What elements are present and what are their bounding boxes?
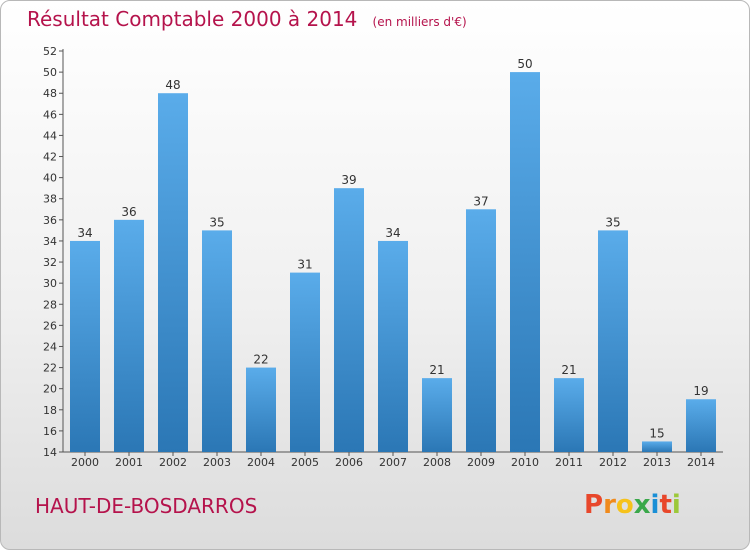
x-tick-label-2007: 2007	[379, 456, 407, 469]
y-tick-label: 14	[43, 446, 57, 459]
y-tick-label: 46	[43, 108, 57, 121]
x-tick-label-2014: 2014	[687, 456, 715, 469]
x-tick-label-2011: 2011	[555, 456, 583, 469]
bar-2007	[378, 240, 408, 452]
chart-title: Résultat Comptable 2000 à 2014 (en milli…	[27, 7, 467, 31]
value-label-2008: 21	[429, 363, 444, 377]
y-tick-label: 26	[43, 319, 57, 332]
value-label-2005: 31	[297, 258, 312, 272]
value-label-2001: 36	[121, 205, 136, 219]
x-tick-label-2008: 2008	[423, 456, 451, 469]
bar-2006	[334, 188, 364, 452]
value-label-2004: 22	[253, 353, 268, 367]
bar-2008	[422, 378, 452, 452]
x-tick-label-2013: 2013	[643, 456, 671, 469]
y-tick-label: 42	[43, 151, 57, 164]
x-tick-label-2010: 2010	[511, 456, 539, 469]
logo-letter: t	[659, 490, 672, 520]
x-tick-label-2003: 2003	[203, 456, 231, 469]
value-label-2000: 34	[77, 226, 92, 240]
bar-2004	[246, 367, 276, 452]
y-tick-label: 22	[43, 362, 57, 375]
logo-letter: o	[615, 490, 634, 520]
value-label-2006: 39	[341, 173, 356, 187]
x-tick-label-2004: 2004	[247, 456, 275, 469]
x-tick-label-2000: 2000	[71, 456, 99, 469]
y-tick-label: 24	[43, 340, 57, 353]
x-tick-label-2009: 2009	[467, 456, 495, 469]
y-tick-label: 38	[43, 193, 57, 206]
logo-letter: x	[633, 490, 651, 520]
bar-2013	[642, 441, 672, 452]
logo-letter: i	[650, 490, 660, 520]
y-tick-label: 44	[43, 129, 57, 142]
y-tick-label: 32	[43, 256, 57, 269]
bar-2010	[510, 72, 540, 453]
logo-letter: i	[671, 490, 681, 520]
logo-letter: P	[584, 490, 604, 520]
bar-2000	[70, 240, 100, 452]
bar-2011	[554, 378, 584, 452]
value-label-2013: 15	[649, 426, 664, 440]
bar-2002	[158, 93, 188, 453]
value-label-2007: 34	[385, 226, 400, 240]
value-label-2010: 50	[517, 57, 532, 71]
value-label-2002: 48	[165, 78, 180, 92]
logo-letter: r	[603, 490, 616, 520]
y-tick-label: 18	[43, 404, 57, 417]
value-label-2009: 37	[473, 194, 488, 208]
value-label-2012: 35	[605, 215, 620, 229]
y-tick-label: 34	[43, 235, 57, 248]
y-tick-label: 28	[43, 298, 57, 311]
bar-2001	[114, 219, 144, 452]
y-tick-label: 30	[43, 277, 57, 290]
commune-name: HAUT-DE-BOSDARROS	[35, 494, 258, 518]
bar-2005	[290, 272, 320, 452]
x-tick-label-2012: 2012	[599, 456, 627, 469]
value-label-2003: 35	[209, 215, 224, 229]
bar-2014	[686, 399, 716, 452]
y-tick-label: 48	[43, 87, 57, 100]
x-tick-label-2002: 2002	[159, 456, 187, 469]
chart-unit-note: (en milliers d'€)	[372, 15, 467, 29]
y-tick-label: 20	[43, 383, 57, 396]
x-tick-label-2005: 2005	[291, 456, 319, 469]
y-tick-label: 52	[43, 45, 57, 58]
value-label-2011: 21	[561, 363, 576, 377]
value-label-2014: 19	[693, 384, 708, 398]
bar-2012	[598, 230, 628, 452]
y-tick-label: 40	[43, 172, 57, 185]
y-tick-label: 16	[43, 425, 57, 438]
x-tick-label-2001: 2001	[115, 456, 143, 469]
bar-2009	[466, 209, 496, 452]
y-tick-label: 50	[43, 66, 57, 79]
x-tick-label-2006: 2006	[335, 456, 363, 469]
chart-title-main: Résultat Comptable 2000 à 2014	[27, 7, 358, 31]
proxiti-logo: Proxiti	[584, 490, 681, 520]
y-tick-label: 36	[43, 214, 57, 227]
bar-2003	[202, 230, 232, 452]
